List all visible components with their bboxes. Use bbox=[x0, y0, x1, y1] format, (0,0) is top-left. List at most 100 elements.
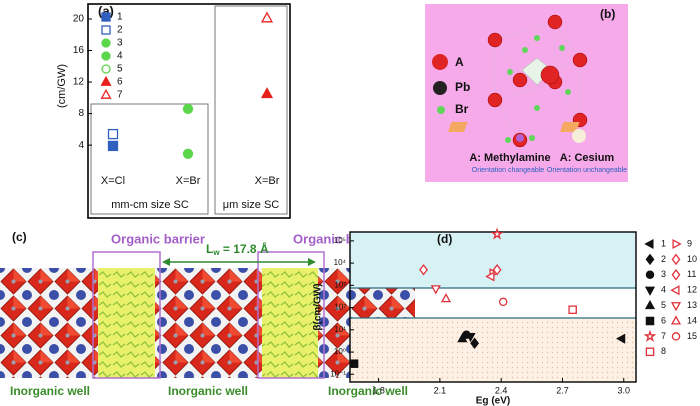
legend-label: 2 bbox=[661, 254, 666, 264]
data-point bbox=[260, 87, 274, 99]
panel-b bbox=[425, 4, 628, 182]
data-point bbox=[107, 140, 119, 152]
legend-marker bbox=[645, 316, 655, 326]
y-tick-label: 10⁴ bbox=[334, 258, 347, 267]
data-point bbox=[457, 332, 468, 343]
data-point bbox=[485, 271, 495, 282]
x-tick-label: 2.4 bbox=[495, 385, 508, 395]
legend-marker bbox=[645, 270, 655, 280]
panel-label: (c) bbox=[12, 230, 27, 244]
y-tick-label: 10⁻¹ bbox=[330, 369, 346, 378]
data-point bbox=[349, 359, 359, 368]
y-tick-label: 20 bbox=[73, 14, 85, 25]
data-point bbox=[568, 305, 577, 314]
legend-marker bbox=[670, 285, 680, 296]
well-label: Inorganic well bbox=[168, 384, 248, 398]
panel-label: (b) bbox=[600, 7, 615, 21]
caption: A: Methylamine bbox=[469, 152, 550, 164]
x-category-label: X=Cl bbox=[101, 175, 125, 187]
group-label: mm-cm size SC bbox=[111, 199, 189, 211]
legend-label: 14 bbox=[687, 315, 697, 325]
data-point bbox=[465, 332, 476, 343]
data-point bbox=[440, 293, 452, 303]
legend-marker bbox=[100, 88, 112, 99]
legend-label: 6 bbox=[117, 77, 123, 88]
legend-marker bbox=[645, 347, 655, 357]
y-axis-label: (cm/GW) bbox=[56, 64, 68, 108]
data-point bbox=[260, 11, 274, 23]
legend-marker bbox=[672, 238, 682, 250]
data-point bbox=[616, 333, 626, 344]
legend-label: 5 bbox=[117, 64, 123, 75]
panel-a-frame bbox=[87, 3, 291, 219]
data-point bbox=[107, 128, 119, 140]
data-point bbox=[490, 227, 504, 240]
data-point bbox=[419, 264, 428, 276]
x-axis-label: Eg (eV) bbox=[476, 396, 510, 406]
y-tick-label: 10² bbox=[334, 303, 346, 312]
legend-label: 7 bbox=[661, 331, 666, 341]
data-point bbox=[498, 297, 508, 307]
x-tick-label: 2.1 bbox=[434, 385, 447, 395]
x-category-label: X=Br bbox=[255, 175, 280, 187]
y-tick-label: 10³ bbox=[334, 280, 346, 289]
legend-label: 4 bbox=[117, 51, 123, 62]
x-category-label: X=Br bbox=[176, 175, 201, 187]
legend-marker bbox=[101, 25, 111, 35]
data-point bbox=[430, 285, 441, 295]
data-point bbox=[492, 264, 502, 276]
legend-marker bbox=[100, 75, 112, 86]
panel-label: (d) bbox=[437, 232, 452, 246]
lw-label: Lw = 17.8 Å bbox=[206, 241, 269, 257]
legend-marker bbox=[644, 238, 654, 250]
legend-marker bbox=[645, 253, 655, 266]
panel-d-background bbox=[349, 231, 637, 383]
well-label: Inorganic well bbox=[10, 384, 90, 398]
legend-label: 3 bbox=[117, 38, 123, 49]
x-tick-label: 1.8 bbox=[372, 385, 385, 395]
lw-sub: w bbox=[212, 248, 220, 257]
y-tick-label: 10⁰ bbox=[334, 347, 346, 356]
legend-label: 10 bbox=[687, 254, 697, 264]
legend-marker bbox=[670, 315, 682, 325]
legend-marker bbox=[671, 269, 681, 281]
y-tick-label: 16 bbox=[73, 45, 85, 56]
legend-label: 7 bbox=[117, 90, 123, 101]
legend-marker bbox=[671, 253, 681, 266]
caption-note: Orientation unchangeable bbox=[547, 167, 627, 174]
y-tick-label: 8 bbox=[78, 108, 84, 119]
x-tick-label: 2.7 bbox=[556, 385, 569, 395]
legend-label: Pb bbox=[455, 80, 470, 94]
y-tick-label: 10⁵ bbox=[334, 236, 346, 245]
well-label: Inorganic well bbox=[328, 384, 408, 398]
legend-label: 1 bbox=[661, 238, 666, 248]
lw-rest: = 17.8 Å bbox=[220, 241, 269, 256]
legend-label: Br bbox=[455, 102, 469, 116]
lw-main: L bbox=[206, 242, 213, 256]
legend-marker bbox=[644, 286, 656, 296]
y-tick-label: 4 bbox=[78, 140, 84, 151]
group-label: μm size SC bbox=[223, 199, 280, 211]
data-point bbox=[182, 103, 194, 115]
legend-marker bbox=[643, 329, 657, 342]
legend-marker bbox=[101, 38, 111, 48]
caption-note: Orientation changeable bbox=[472, 167, 544, 174]
legend-marker bbox=[101, 12, 111, 22]
legend-label: 11 bbox=[687, 269, 696, 279]
legend-label: 1 bbox=[117, 12, 123, 23]
caption: A: Cesium bbox=[560, 152, 615, 164]
data-point bbox=[470, 337, 480, 349]
y-axis-label: β(cm/GW) bbox=[313, 283, 324, 330]
legend-label: 15 bbox=[687, 331, 697, 341]
legend-label: 13 bbox=[687, 300, 697, 310]
y-tick-label: 12 bbox=[73, 77, 85, 88]
legend-label: 3 bbox=[661, 269, 666, 279]
y-tick-label: 10¹ bbox=[334, 325, 346, 334]
legend-label: A bbox=[455, 55, 464, 69]
data-point bbox=[182, 148, 194, 159]
legend-label: 4 bbox=[661, 285, 666, 295]
legend-label: 6 bbox=[661, 315, 666, 325]
legend-marker bbox=[101, 51, 111, 61]
legend-marker bbox=[671, 332, 681, 341]
legend-marker bbox=[101, 64, 111, 74]
